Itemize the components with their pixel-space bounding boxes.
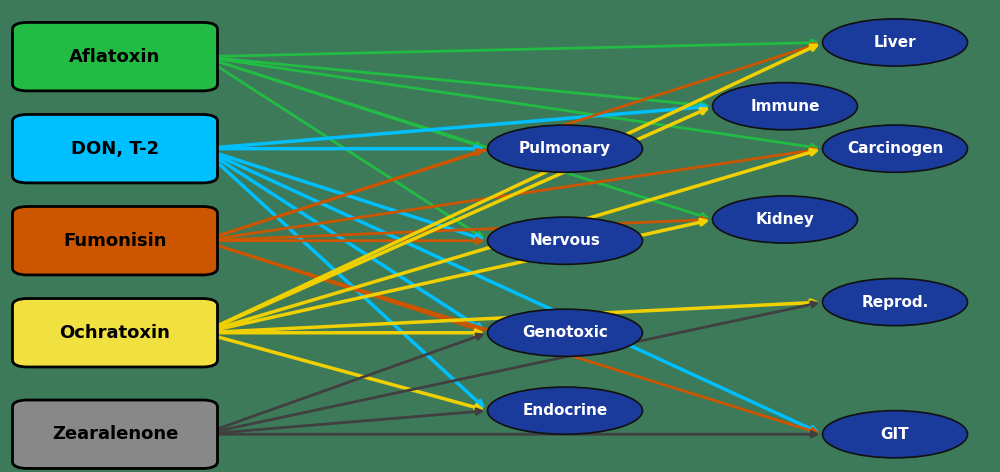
FancyBboxPatch shape <box>13 22 218 91</box>
Text: Ochratoxin: Ochratoxin <box>60 324 170 342</box>
Ellipse shape <box>712 83 858 130</box>
Ellipse shape <box>822 125 968 172</box>
Text: DON, T-2: DON, T-2 <box>71 140 159 158</box>
Text: Kidney: Kidney <box>756 212 814 227</box>
Text: Carcinogen: Carcinogen <box>847 141 943 156</box>
Text: Pulmonary: Pulmonary <box>519 141 611 156</box>
Text: GIT: GIT <box>881 427 909 442</box>
Text: Liver: Liver <box>874 35 916 50</box>
Text: Reprod.: Reprod. <box>861 295 929 310</box>
Ellipse shape <box>822 19 968 66</box>
Ellipse shape <box>488 309 642 356</box>
Ellipse shape <box>822 411 968 458</box>
Text: Nervous: Nervous <box>530 233 600 248</box>
FancyBboxPatch shape <box>13 400 218 468</box>
Ellipse shape <box>488 217 642 264</box>
Text: Aflatoxin: Aflatoxin <box>69 48 161 66</box>
FancyBboxPatch shape <box>13 299 218 367</box>
Ellipse shape <box>488 125 642 172</box>
Ellipse shape <box>488 387 642 434</box>
Text: Immune: Immune <box>750 99 820 114</box>
Text: Zearalenone: Zearalenone <box>52 425 178 443</box>
Ellipse shape <box>712 196 858 243</box>
Text: Fumonisin: Fumonisin <box>63 232 167 250</box>
Text: Genotoxic: Genotoxic <box>522 325 608 340</box>
FancyBboxPatch shape <box>13 114 218 183</box>
Ellipse shape <box>822 278 968 326</box>
Text: Endocrine: Endocrine <box>522 403 608 418</box>
FancyBboxPatch shape <box>13 207 218 275</box>
